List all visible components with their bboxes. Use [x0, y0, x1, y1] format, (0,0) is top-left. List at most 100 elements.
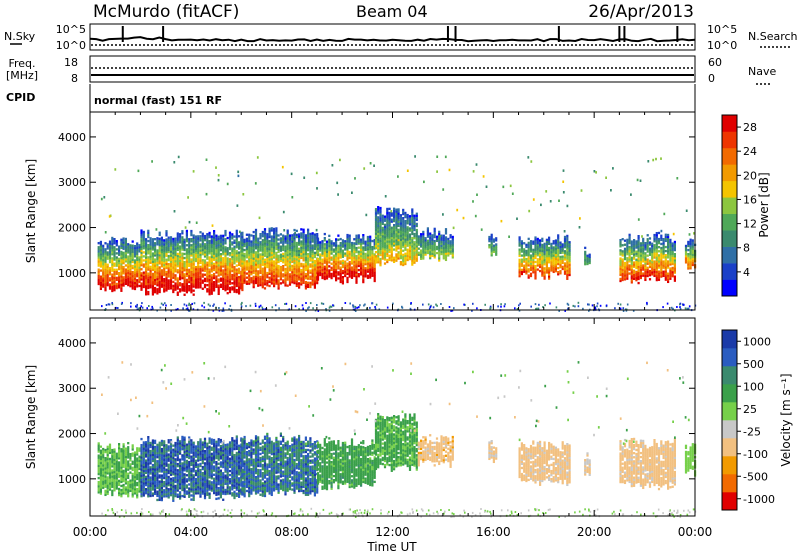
- echo-cell: [379, 237, 382, 240]
- echo-cell: [689, 246, 692, 250]
- echo-cell: [243, 269, 246, 272]
- echo-cell: [390, 210, 393, 213]
- echo-cell: [97, 462, 100, 466]
- echo-cell: [330, 256, 333, 259]
- echo-cell: [404, 213, 407, 217]
- echo-cell: [346, 236, 349, 239]
- echo-cell: [362, 256, 365, 259]
- echo-cell: [662, 262, 665, 265]
- echo-cell: [151, 287, 154, 290]
- echo-cell: [270, 261, 273, 265]
- echo-cell: [429, 238, 432, 242]
- echo-cell: [655, 236, 658, 239]
- echo-cell: [188, 258, 191, 261]
- echo-cell: [263, 260, 267, 264]
- noise-cell: [594, 306, 596, 309]
- echo-cell: [630, 262, 633, 266]
- echo-cell: [172, 244, 175, 247]
- echo-cell: [136, 250, 139, 253]
- echo-cell: [217, 278, 220, 281]
- echo-cell: [293, 239, 296, 242]
- echo-cell: [673, 267, 676, 270]
- echo-cell: [366, 235, 369, 239]
- echo-cell: [273, 240, 276, 243]
- echo-cell: [411, 214, 414, 217]
- echo-cell: [160, 250, 163, 254]
- echo-cell: [660, 265, 663, 268]
- echo-cell: [120, 273, 123, 276]
- echo-cell: [243, 242, 246, 246]
- echo-cell: [261, 243, 264, 246]
- echo-cell: [399, 234, 402, 237]
- echo-cell: [217, 178, 220, 182]
- echo-cell: [140, 229, 143, 232]
- echo-cell: [399, 238, 402, 241]
- noise-right-tick-top: 10^5: [707, 23, 737, 36]
- echo-cell: [619, 265, 622, 268]
- echo-cell: [330, 266, 333, 270]
- echo-cell: [406, 258, 409, 262]
- echo-cell: [238, 245, 241, 248]
- echo-cell: [158, 266, 161, 269]
- echo-cell: [429, 234, 432, 237]
- echo-cell: [282, 281, 285, 284]
- echo-cell: [687, 248, 690, 252]
- echo-cell: [536, 250, 539, 253]
- echo-cell: [311, 254, 314, 257]
- echo-cell: [408, 255, 412, 259]
- echo-cell: [154, 246, 157, 249]
- echo-cell: [313, 259, 316, 263]
- echo-cell: [199, 267, 202, 271]
- echo-cell: [233, 255, 236, 259]
- echo-cell: [630, 250, 633, 253]
- echo-cell: [199, 249, 202, 252]
- echo-cell: [215, 265, 218, 268]
- echo-cell: [206, 251, 209, 254]
- echo-cell: [307, 263, 310, 266]
- echo-cell: [377, 242, 380, 246]
- echo-cell: [149, 275, 152, 279]
- echo-cell: [621, 274, 624, 278]
- echo-cell: [366, 244, 369, 247]
- echo-cell: [215, 248, 218, 252]
- echo-cell: [362, 240, 365, 243]
- echo-cell: [383, 246, 387, 249]
- echo-cell: [541, 256, 544, 259]
- echo-cell: [104, 252, 107, 255]
- echo-cell: [231, 243, 234, 246]
- echo-cell: [165, 285, 168, 288]
- noise-cell: [567, 303, 570, 306]
- echo-cell: [257, 272, 260, 275]
- echo-cell: [242, 193, 245, 196]
- echo-cell: [295, 284, 298, 288]
- echo-cell: [165, 266, 168, 270]
- echo-cell: [208, 264, 211, 267]
- echo-cell: [337, 246, 340, 250]
- echo-cell: [156, 279, 159, 283]
- echo-cell: [248, 249, 251, 253]
- echo-cell: [228, 233, 232, 237]
- echo-cell: [404, 236, 407, 239]
- echo-cell: [635, 262, 638, 266]
- echo-cell: [231, 235, 234, 238]
- echo-cell: [219, 267, 222, 270]
- echo-cell: [185, 288, 188, 292]
- echo-cell: [231, 286, 234, 289]
- echo-cell: [176, 287, 179, 290]
- echo-cell: [213, 268, 216, 272]
- echo-cell: [99, 277, 102, 280]
- echo-cell: [371, 250, 374, 253]
- echo-cell: [684, 261, 688, 264]
- echo-cell: [261, 281, 264, 285]
- echo-cell: [545, 190, 548, 193]
- echo-cell: [129, 276, 132, 280]
- echo-cell: [145, 242, 148, 245]
- echo-cell: [208, 235, 211, 239]
- echo-cell: [127, 245, 130, 248]
- echo-cell: [185, 286, 188, 290]
- echo-cell: [357, 256, 360, 260]
- echo-cell: [439, 235, 441, 238]
- echo-cell: [319, 271, 322, 275]
- echo-cell: [298, 259, 301, 263]
- noise-cell: [249, 304, 252, 307]
